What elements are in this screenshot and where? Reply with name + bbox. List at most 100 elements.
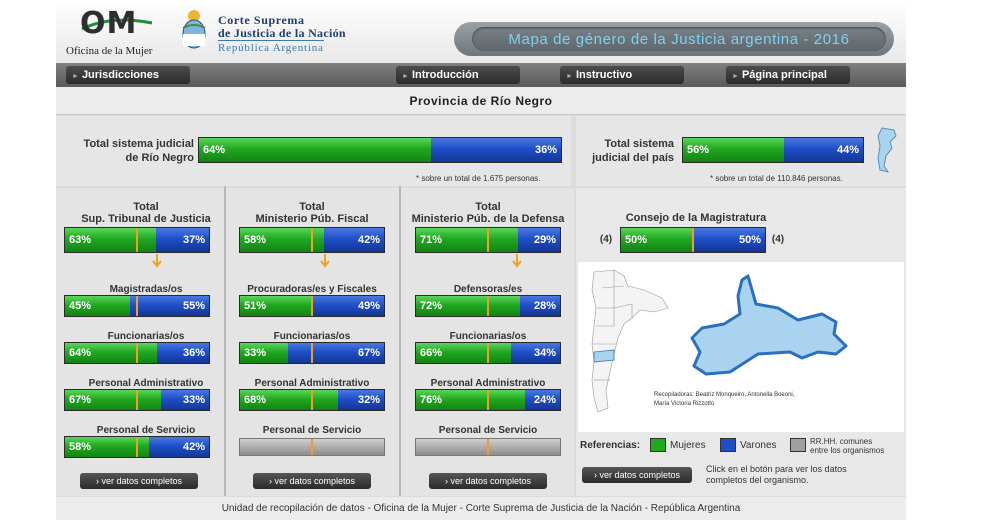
column-title-2: Ministerio Púb. Fiscal: [255, 213, 369, 225]
men-segment: [525, 390, 560, 410]
map-area[interactable]: Recopiladoras: Beatriz Monqueiro, Antone…: [578, 262, 904, 432]
midpoint-marker: [311, 439, 313, 455]
om-swoosh-icon: [81, 18, 153, 31]
men-percent: 34%: [533, 347, 556, 359]
province-total-panel: Total sistema judicial de Río Negro 64% …: [56, 116, 571, 186]
argentina-provinces-map-icon[interactable]: [584, 268, 674, 418]
women-segment: [65, 296, 130, 316]
men-percent: 42%: [357, 234, 380, 246]
arrow-right-icon: ►: [72, 73, 79, 80]
midpoint-marker: [311, 228, 313, 252]
column-divider: [399, 186, 401, 496]
men-segment: [783, 138, 863, 162]
om-logo[interactable]: OM Oficina de la Mujer: [66, 4, 166, 59]
midpoint-marker: [136, 228, 138, 252]
footer: Unidad de recopilación de datos - Oficin…: [56, 497, 906, 520]
consejo-count-left: (4): [599, 234, 613, 245]
column-title-1: Total: [475, 201, 501, 213]
row-bar-common: [415, 438, 561, 456]
midpoint-marker: [487, 296, 489, 316]
ver-datos-button[interactable]: › ver datos completos: [80, 473, 198, 489]
midpoint-marker: [311, 296, 313, 316]
csj-name-line3: República Argentina: [218, 40, 324, 54]
women-percent: 76%: [420, 394, 443, 406]
midpoint-marker: [311, 343, 313, 363]
legend-common-label-1: RR.HH. comunes: [810, 437, 873, 446]
row-label: Funcionarias/os: [107, 331, 185, 342]
men-percent: 55%: [182, 300, 205, 312]
midpoint-marker: [136, 390, 138, 410]
row-bar: 33% 67%: [239, 342, 385, 364]
men-segment: [693, 228, 765, 252]
nav-instructivo[interactable]: ► Instructivo: [560, 66, 684, 84]
rio-negro-map-icon[interactable]: [686, 274, 856, 382]
row-label: Defensoras/es: [453, 284, 523, 295]
nav-label: Instructivo: [575, 69, 633, 81]
row-bar: 64% 36%: [64, 342, 210, 364]
women-segment: [199, 138, 431, 162]
legend-women-label: Mujeres: [670, 440, 706, 451]
nav-introduccion[interactable]: ► Introducción: [396, 66, 520, 84]
province-title: Provincia de Río Negro: [56, 87, 906, 115]
women-segment: [240, 343, 288, 363]
row-bar: 45% 55%: [64, 295, 210, 317]
consejo-panel: Consejo de la Magistratura (4) 50% 50% (4…: [576, 188, 906, 496]
women-percent: 56%: [687, 144, 710, 156]
nav-pagina-principal[interactable]: ► Página principal: [726, 66, 850, 84]
row-label: Funcionarias/os: [449, 331, 527, 342]
csj-logo[interactable]: Corte Suprema de Justicia de la Nación R…: [180, 6, 390, 58]
row-label: Personal de Servicio: [438, 425, 538, 436]
row-bar: 67% 33%: [64, 389, 210, 411]
page: OM Oficina de la Mujer Corte Suprema de …: [56, 0, 906, 520]
arrow-down-icon: [320, 254, 330, 268]
province-total-note: * sobre un total de 1.675 personas.: [416, 174, 541, 183]
women-percent: 63%: [69, 234, 92, 246]
legend-title: Referencias:: [580, 440, 641, 451]
men-percent: 42%: [182, 441, 205, 453]
row-label: Personal de Servicio: [262, 425, 362, 436]
men-segment: [430, 138, 561, 162]
consejo-title: Consejo de la Magistratura: [625, 212, 767, 224]
province-total-label-2: de Río Negro: [125, 152, 194, 164]
men-segment: [313, 296, 384, 316]
column-title-1: Total: [299, 201, 325, 213]
men-percent: 36%: [534, 144, 557, 156]
consejo-count-right: (4): [771, 234, 785, 245]
legend-common-swatch: [790, 438, 806, 452]
women-segment: [683, 138, 784, 162]
midpoint-marker: [136, 343, 138, 363]
row-label: Personal de Servicio: [96, 425, 196, 436]
women-segment: [65, 343, 158, 363]
map-credit-1: Recopiladoras: Beatriz Monqueiro, Antone…: [654, 392, 795, 398]
men-segment: [519, 296, 560, 316]
ver-datos-button[interactable]: › ver datos completos: [253, 473, 371, 489]
header: OM Oficina de la Mujer Corte Suprema de …: [56, 0, 906, 63]
midpoint-marker: [311, 390, 313, 410]
legend-men-label: Varones: [740, 440, 777, 451]
country-total-label-2: judicial del país: [592, 152, 674, 164]
men-segment: [323, 228, 384, 252]
ver-datos-button[interactable]: › ver datos completos: [429, 473, 547, 489]
women-percent: 71%: [420, 234, 443, 246]
men-percent: 49%: [357, 300, 380, 312]
midpoint-marker: [487, 439, 489, 455]
title-pill: Mapa de género de la Justicia argentina …: [454, 22, 894, 56]
om-letters: OM: [80, 6, 138, 41]
men-percent: 33%: [182, 394, 205, 406]
nav-label: Introducción: [411, 69, 479, 81]
row-bar-common: [239, 438, 385, 456]
nav-jurisdicciones[interactable]: ► Jurisdicciones: [66, 66, 190, 84]
province-total-label-1: Total sistema judicial: [83, 138, 194, 150]
row-label: Funcionarias/os: [273, 331, 351, 342]
midpoint-marker: [692, 228, 694, 252]
map-credit-2: María Victoria Rizzotto: [654, 401, 715, 407]
women-percent: 58%: [69, 441, 92, 453]
women-percent: 64%: [203, 144, 226, 156]
row-label: Personal Administrativo: [430, 378, 546, 389]
country-total-bar: 56% 44%: [682, 137, 864, 163]
women-segment: [65, 228, 156, 252]
row-bar: 51% 49%: [239, 295, 385, 317]
arrow-right-icon: ►: [566, 73, 573, 80]
consejo-ver-datos-button[interactable]: › ver datos completos: [582, 467, 692, 483]
nav-bar: ► Jurisdicciones ► Introducción ► Instructi…: [56, 63, 906, 87]
